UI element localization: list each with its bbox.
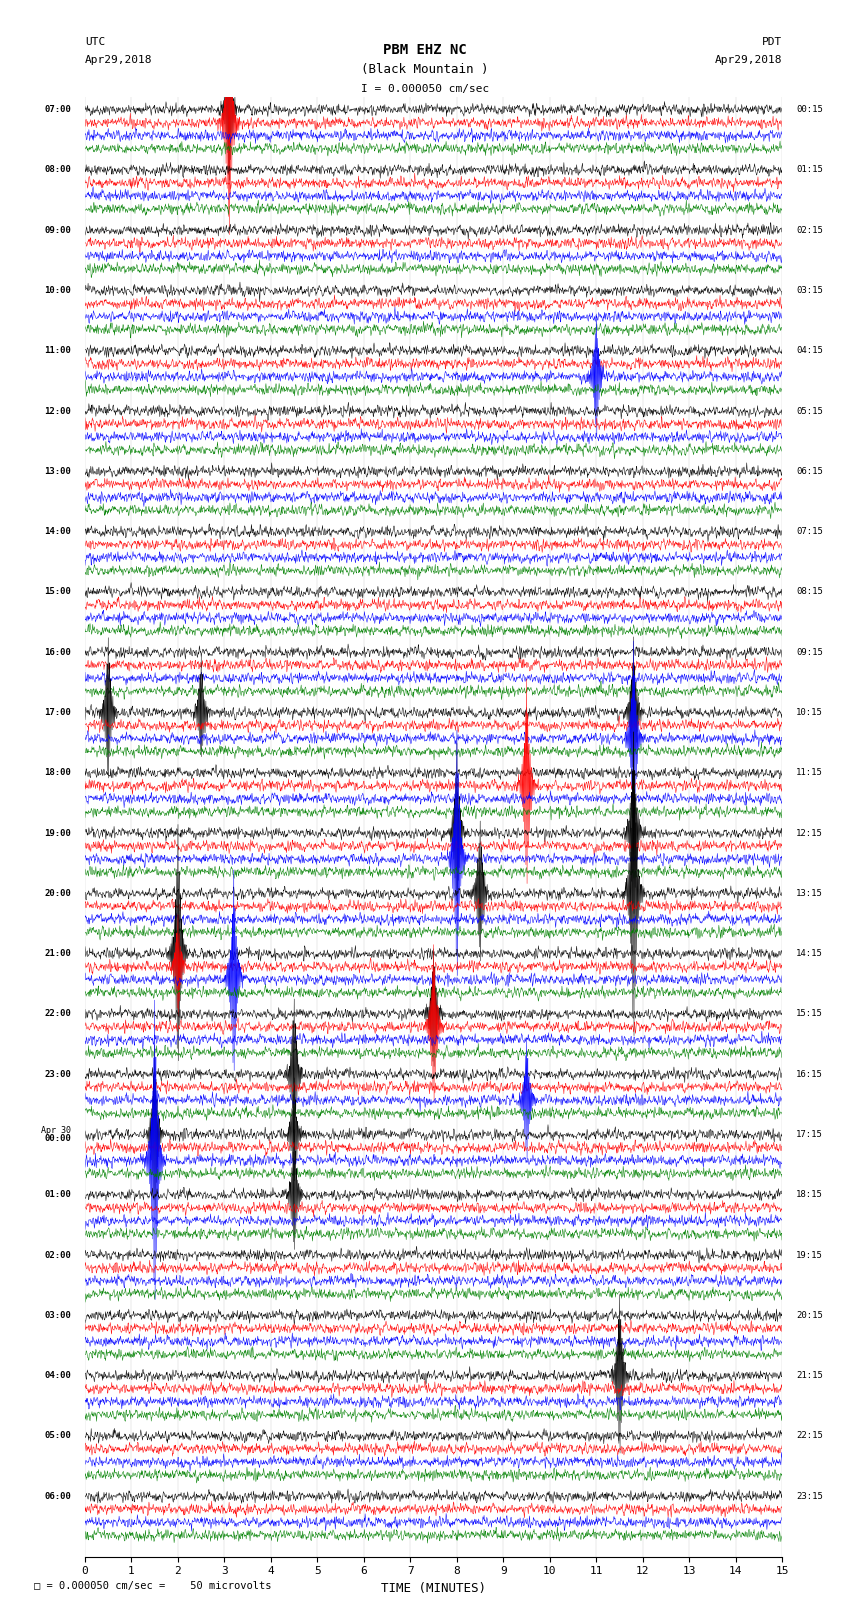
Text: 01:00: 01:00 (44, 1190, 71, 1200)
Text: (Black Mountain ): (Black Mountain ) (361, 63, 489, 76)
Text: 02:00: 02:00 (44, 1250, 71, 1260)
Text: I = 0.000050 cm/sec: I = 0.000050 cm/sec (361, 84, 489, 94)
Text: 22:15: 22:15 (796, 1431, 823, 1440)
Text: 18:00: 18:00 (44, 768, 71, 777)
Text: 07:00: 07:00 (44, 105, 71, 115)
Text: 21:15: 21:15 (796, 1371, 823, 1381)
Text: 06:15: 06:15 (796, 466, 823, 476)
Text: 13:00: 13:00 (44, 466, 71, 476)
Text: 18:15: 18:15 (796, 1190, 823, 1200)
Text: 06:00: 06:00 (44, 1492, 71, 1500)
Text: 23:15: 23:15 (796, 1492, 823, 1500)
Text: 15:15: 15:15 (796, 1010, 823, 1018)
Text: 17:00: 17:00 (44, 708, 71, 718)
Text: 04:15: 04:15 (796, 347, 823, 355)
Text: 11:15: 11:15 (796, 768, 823, 777)
Text: Apr29,2018: Apr29,2018 (85, 55, 152, 65)
Text: 05:15: 05:15 (796, 406, 823, 416)
X-axis label: TIME (MINUTES): TIME (MINUTES) (381, 1582, 486, 1595)
Text: 07:15: 07:15 (796, 527, 823, 536)
Text: 14:15: 14:15 (796, 948, 823, 958)
Text: 03:00: 03:00 (44, 1311, 71, 1319)
Text: Apr29,2018: Apr29,2018 (715, 55, 782, 65)
Text: 13:15: 13:15 (796, 889, 823, 898)
Text: 12:15: 12:15 (796, 829, 823, 837)
Text: 10:00: 10:00 (44, 286, 71, 295)
Text: 14:00: 14:00 (44, 527, 71, 536)
Text: PDT: PDT (762, 37, 782, 47)
Text: 08:00: 08:00 (44, 166, 71, 174)
Text: □ = 0.000050 cm/sec =    50 microvolts: □ = 0.000050 cm/sec = 50 microvolts (34, 1581, 271, 1590)
Text: 21:00: 21:00 (44, 948, 71, 958)
Text: 11:00: 11:00 (44, 347, 71, 355)
Text: 09:00: 09:00 (44, 226, 71, 235)
Text: 00:15: 00:15 (796, 105, 823, 115)
Text: 17:15: 17:15 (796, 1131, 823, 1139)
Text: 19:00: 19:00 (44, 829, 71, 837)
Text: 04:00: 04:00 (44, 1371, 71, 1381)
Text: 12:00: 12:00 (44, 406, 71, 416)
Text: 19:15: 19:15 (796, 1250, 823, 1260)
Text: Apr 30: Apr 30 (41, 1126, 71, 1136)
Text: 01:15: 01:15 (796, 166, 823, 174)
Text: 02:15: 02:15 (796, 226, 823, 235)
Text: 08:15: 08:15 (796, 587, 823, 597)
Text: 15:00: 15:00 (44, 587, 71, 597)
Text: 09:15: 09:15 (796, 648, 823, 656)
Text: 16:15: 16:15 (796, 1069, 823, 1079)
Text: 20:15: 20:15 (796, 1311, 823, 1319)
Text: 00:00: 00:00 (44, 1134, 71, 1144)
Text: 20:00: 20:00 (44, 889, 71, 898)
Text: 10:15: 10:15 (796, 708, 823, 718)
Text: 03:15: 03:15 (796, 286, 823, 295)
Text: 23:00: 23:00 (44, 1069, 71, 1079)
Text: 22:00: 22:00 (44, 1010, 71, 1018)
Text: UTC: UTC (85, 37, 105, 47)
Text: 05:00: 05:00 (44, 1431, 71, 1440)
Text: PBM EHZ NC: PBM EHZ NC (383, 44, 467, 56)
Text: 16:00: 16:00 (44, 648, 71, 656)
